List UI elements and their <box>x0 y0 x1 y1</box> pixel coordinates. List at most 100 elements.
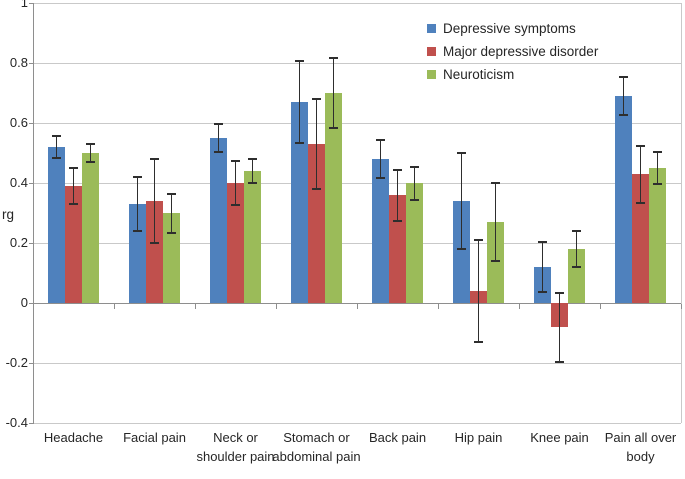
bar <box>129 204 146 303</box>
y-tick-label: 0.4 <box>9 175 28 190</box>
error-bar-cap-top <box>555 292 564 294</box>
bar <box>48 147 65 303</box>
error-bar-cap-top <box>410 166 419 168</box>
bar <box>82 153 99 303</box>
x-axis-tick <box>195 304 196 309</box>
error-bar-line <box>656 152 659 184</box>
gridline <box>33 423 681 424</box>
error-bar-cap-top <box>636 145 645 147</box>
error-bar-cap-top <box>231 160 240 162</box>
error-bar-line <box>170 194 173 233</box>
y-axis-tick <box>29 3 33 4</box>
bar <box>615 96 632 303</box>
error-bar-cap-top <box>150 158 159 160</box>
error-bar-cap-top <box>329 57 338 59</box>
error-bar-cap-bottom <box>538 291 547 293</box>
error-bar-cap-bottom <box>410 199 419 201</box>
x-axis-tick <box>600 304 601 309</box>
legend-color-swatch-icon <box>427 69 436 79</box>
error-bar-cap-bottom <box>636 202 645 204</box>
y-tick-label: -0.2 <box>5 355 28 370</box>
x-axis-tick <box>357 304 358 309</box>
y-tick-label: 0.8 <box>9 55 28 70</box>
error-bar-cap-bottom <box>653 183 662 185</box>
error-bar-line <box>622 77 625 115</box>
error-bar-cap-top <box>295 60 304 62</box>
error-bar-cap-bottom <box>555 361 564 363</box>
error-bar-cap-top <box>167 193 176 195</box>
error-bar-cap-bottom <box>491 260 500 262</box>
error-bar-line <box>217 124 220 152</box>
bar <box>649 168 666 303</box>
y-axis-tick <box>29 363 33 364</box>
error-bar-cap-top <box>474 239 483 241</box>
error-bar-cap-top <box>312 98 321 100</box>
error-bar-line <box>396 170 399 221</box>
y-tick-label: 0.6 <box>9 115 28 130</box>
error-bar-cap-bottom <box>312 188 321 190</box>
y-axis-tick <box>29 303 33 304</box>
error-bar-line <box>558 293 561 362</box>
error-bar-cap-bottom <box>295 142 304 144</box>
legend: Depressive symptoms Major depressive diso… <box>427 21 598 90</box>
x-category-label: Neck or shoulder pain <box>196 430 275 464</box>
error-bar-line <box>72 168 75 204</box>
legend-item: Depressive symptoms <box>427 21 598 36</box>
legend-item: Major depressive disorder <box>427 43 599 59</box>
error-bar-cap-bottom <box>376 177 385 179</box>
error-bar-line <box>55 136 58 158</box>
error-bar-cap-top <box>133 176 142 178</box>
y-axis-tick <box>29 423 33 424</box>
error-bar-line <box>234 161 237 205</box>
y-axis-line <box>33 3 34 424</box>
error-bar-line <box>332 58 335 128</box>
bar <box>163 213 180 303</box>
x-axis-tick <box>114 304 115 309</box>
x-axis-tick <box>438 304 439 309</box>
bar <box>146 201 163 303</box>
error-bar-cap-top <box>619 76 628 78</box>
error-bar-cap-top <box>653 151 662 153</box>
bar <box>406 183 423 303</box>
error-bar-cap-top <box>457 152 466 154</box>
bar <box>210 138 227 303</box>
x-category-label: Hip pain <box>454 430 503 445</box>
error-bar-cap-bottom <box>214 151 223 153</box>
y-axis-tick <box>29 183 33 184</box>
gridline <box>33 243 681 244</box>
bar <box>453 201 470 303</box>
error-bar-line <box>477 240 480 342</box>
bar <box>389 195 406 303</box>
error-bar-cap-bottom <box>572 266 581 268</box>
error-bar-cap-top <box>572 230 581 232</box>
error-bar-line <box>89 144 92 162</box>
x-category-label: Facial pain <box>123 430 186 445</box>
error-bar-line <box>413 167 416 200</box>
error-bar-line <box>639 146 642 203</box>
error-bar-cap-bottom <box>248 182 257 184</box>
plot-right-border <box>681 3 682 423</box>
bar <box>372 159 389 303</box>
legend-label: Major depressive disorder <box>443 43 599 59</box>
error-bar-cap-top <box>393 169 402 171</box>
error-bar-line <box>460 153 463 249</box>
error-bar-cap-bottom <box>69 203 78 205</box>
error-bar-cap-top <box>86 143 95 145</box>
gridline <box>33 183 681 184</box>
error-bar-line <box>541 242 544 292</box>
error-bar-line <box>575 231 578 267</box>
y-tick-label: 1 <box>20 0 28 10</box>
error-bar-cap-bottom <box>231 204 240 206</box>
x-category-label: Back pain <box>368 430 427 445</box>
bar <box>227 183 244 303</box>
error-bar-cap-top <box>214 123 223 125</box>
x-category-label: Headache <box>43 430 104 445</box>
error-bar-cap-bottom <box>52 157 61 159</box>
x-axis-tick <box>33 304 34 309</box>
bar <box>308 144 325 303</box>
error-bar-cap-bottom <box>150 242 159 244</box>
error-bar-cap-bottom <box>329 127 338 129</box>
error-bar-cap-top <box>491 182 500 184</box>
x-category-label: Pain all over body <box>604 430 677 464</box>
